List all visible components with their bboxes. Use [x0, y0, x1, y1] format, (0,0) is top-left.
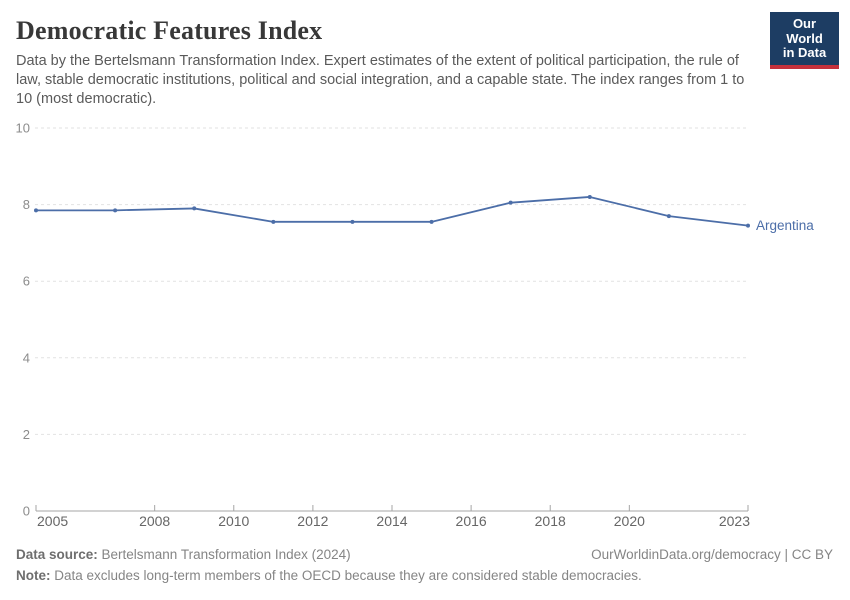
data-point[interactable] [666, 214, 671, 219]
owid-logo-line1: Our World [786, 16, 823, 46]
owid-logo-line2: in Data [782, 45, 827, 61]
y-tick-label: 10 [16, 121, 30, 136]
y-tick-label: 6 [23, 274, 30, 289]
x-tick-label: 2016 [456, 513, 487, 529]
chart-note: Note: Data excludes long-term members of… [16, 568, 833, 583]
data-point[interactable] [113, 208, 118, 213]
chart-subtitle: Data by the Bertelsmann Transformation I… [16, 53, 745, 107]
page-title: Democratic Features Index [16, 16, 323, 45]
chart-footer: Data source: Bertelsmann Transformation … [16, 547, 833, 583]
data-point[interactable] [34, 208, 38, 213]
x-tick-label: 2010 [218, 513, 249, 529]
data-point[interactable] [587, 194, 592, 199]
data-point[interactable] [271, 219, 276, 224]
y-tick-label: 4 [23, 350, 30, 365]
data-point[interactable] [350, 219, 355, 224]
y-tick-label: 2 [23, 427, 30, 442]
y-tick-label: 8 [23, 197, 30, 212]
note-text: Data excludes long-term members of the O… [50, 568, 642, 583]
data-point[interactable] [429, 219, 434, 224]
data-source-label: Data source: [16, 547, 98, 562]
data-point[interactable] [192, 206, 197, 211]
data-point[interactable] [746, 223, 750, 228]
data-source-text: Bertelsmann Transformation Index (2024) [97, 547, 351, 562]
x-tick-label: 2012 [297, 513, 328, 529]
x-tick-label: 2023 [719, 513, 750, 529]
x-tick-label: 2005 [37, 513, 68, 529]
data-line[interactable] [35, 196, 749, 227]
data-point[interactable] [508, 200, 513, 205]
credit-link[interactable]: OurWorldinData.org/democracy | CC BY [591, 547, 833, 562]
series-end-label[interactable]: Argentina [756, 218, 814, 233]
x-tick-label: 2014 [376, 513, 407, 529]
data-source: Data source: Bertelsmann Transformation … [16, 547, 351, 562]
note-label: Note: [16, 568, 51, 583]
x-tick-label: 2008 [139, 513, 170, 529]
y-tick-label: 0 [23, 504, 30, 519]
owid-logo: Our World in Data [770, 12, 839, 69]
x-tick-label: 2018 [535, 513, 566, 529]
x-tick-label: 2020 [614, 513, 645, 529]
chart-canvas[interactable]: 0 2 4 6 8 10 2005 2008 2010 2012 2014 2016 2018 2020 2… [0, 115, 850, 540]
